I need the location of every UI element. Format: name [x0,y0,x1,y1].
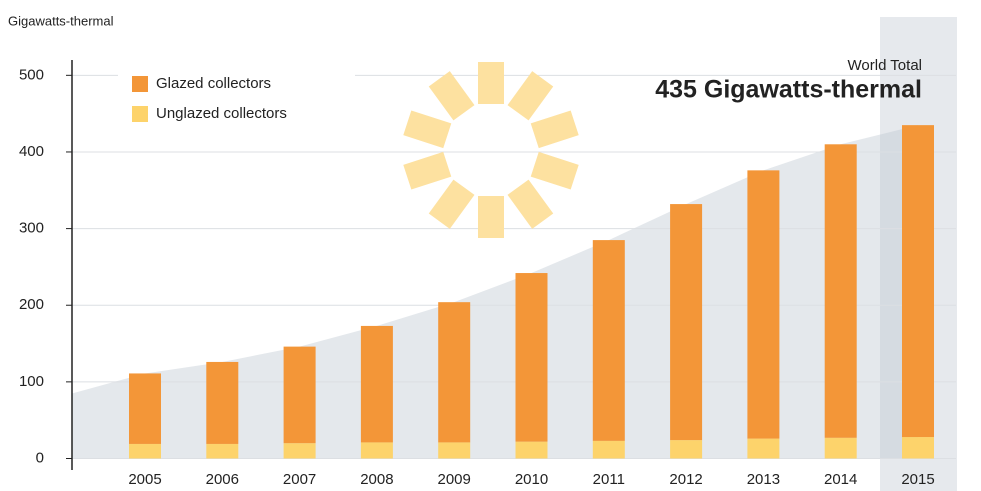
x-tick-label: 2006 [206,471,239,488]
sun-ray [428,179,475,229]
sun-ray [507,71,554,121]
legend-swatch [132,76,148,92]
x-tick-label: 2014 [824,471,857,488]
bar [438,302,471,443]
bar [515,441,548,459]
y-tick-label: 300 [19,220,44,237]
bar [670,204,703,441]
bar [902,437,934,459]
x-tick-label: 2009 [438,471,471,488]
x-tick-label: 2013 [747,471,780,488]
legend-swatch [132,106,148,122]
bar [592,440,625,459]
y-tick-label: 200 [19,296,44,313]
legend-label: Unglazed collectors [156,105,287,122]
sun-ray [428,71,475,121]
bar [747,438,780,459]
x-tick-label: 2015 [901,471,934,488]
bar [592,240,625,441]
bar [438,442,471,459]
legend-label: Glazed collectors [156,75,271,92]
bar [360,442,393,459]
y-axis-label: Gigawatts-thermal [8,13,114,28]
x-tick-label: 2010 [515,471,548,488]
sun-ray [507,179,554,229]
total-area [72,125,918,459]
y-tick-label: 400 [19,143,44,160]
bar [129,443,161,459]
x-tick-label: 2005 [128,471,161,488]
bar [824,144,857,438]
bar [670,440,703,459]
bar [283,443,316,459]
bar [902,125,934,438]
sun-ray [530,151,579,190]
bar [206,361,239,444]
x-tick-label: 2007 [283,471,316,488]
legend-box [118,58,355,136]
annotation-label: World Total [848,57,922,74]
sun-ray [403,110,452,149]
x-tick-label: 2008 [360,471,393,488]
bar [824,437,857,459]
bar [206,443,239,459]
bar [129,373,161,444]
sun-ray [478,62,504,104]
bar [283,346,316,444]
y-tick-label: 0 [36,449,44,466]
x-tick-label: 2012 [669,471,702,488]
bar [515,273,548,442]
sun-ray [478,196,504,238]
x-tick-label: 2011 [593,471,625,488]
sun-icon [403,62,579,238]
y-tick-label: 100 [19,373,44,390]
sun-ray [403,151,452,190]
bar [360,325,393,443]
y-tick-label: 500 [19,66,44,83]
annotation-value: 435 Gigawatts-thermal [655,76,922,104]
sun-ray [530,110,579,149]
bar [747,170,780,439]
